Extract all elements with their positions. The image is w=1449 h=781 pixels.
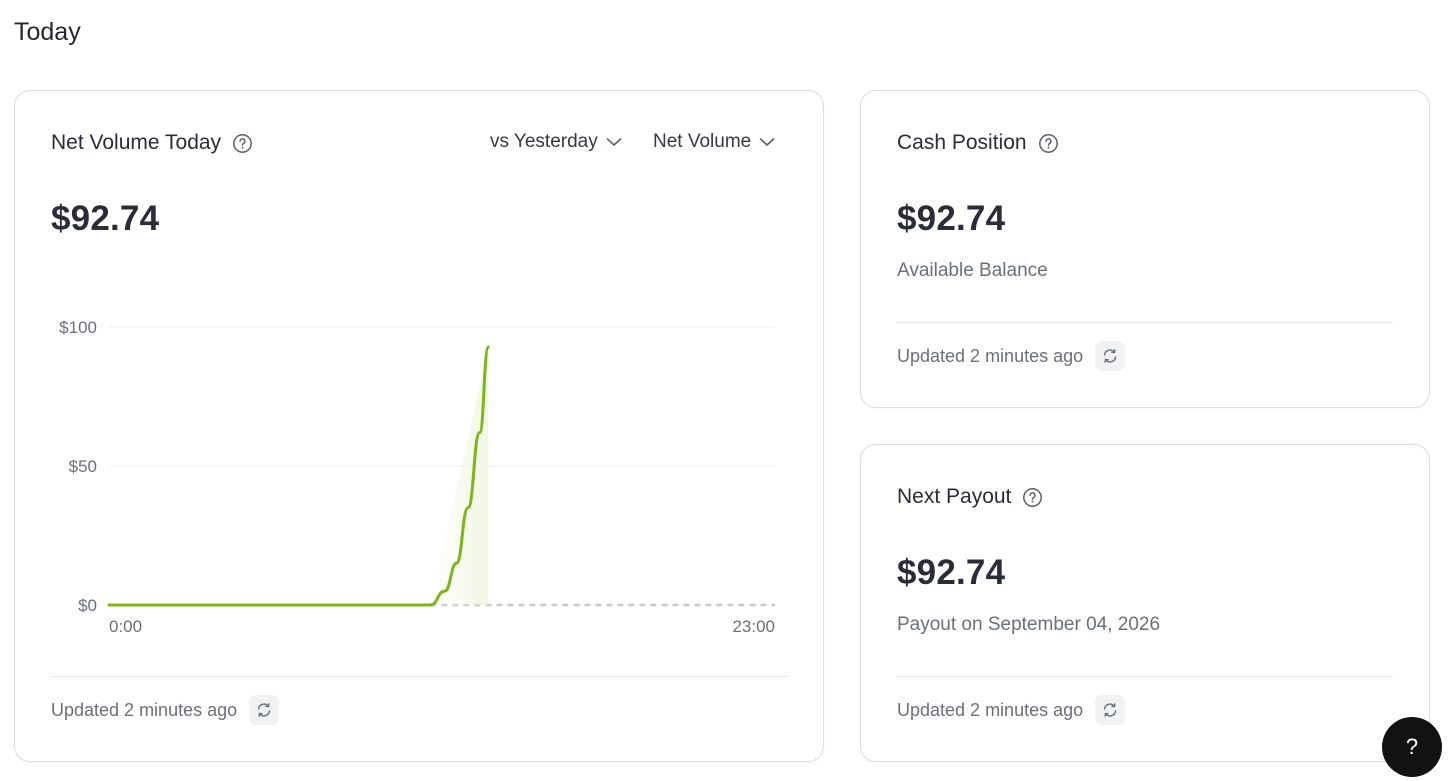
refresh-button[interactable] bbox=[249, 695, 280, 725]
x-tick-label: 0:00 bbox=[109, 617, 142, 636]
metric-dropdown-label: Net Volume bbox=[653, 131, 752, 152]
page-title: Today bbox=[14, 18, 81, 46]
net-volume-title: Net Volume Today bbox=[51, 131, 222, 154]
x-tick-label: 23:00 bbox=[732, 617, 775, 636]
compare-dropdown[interactable]: vs Yesterday bbox=[490, 131, 622, 153]
compare-dropdown-label: vs Yesterday bbox=[490, 131, 598, 152]
cash-position-title-row: Cash Position bbox=[897, 131, 1059, 155]
help-button[interactable]: ? bbox=[1382, 717, 1442, 777]
refresh-icon bbox=[1103, 703, 1117, 717]
cash-position-footer: Updated 2 minutes ago bbox=[897, 341, 1126, 371]
help-circle-icon[interactable] bbox=[1022, 487, 1043, 508]
next-payout-value: $92.74 bbox=[897, 553, 1006, 592]
cash-position-value: $92.74 bbox=[897, 199, 1006, 238]
refresh-button[interactable] bbox=[1095, 341, 1126, 371]
help-circle-icon[interactable] bbox=[1038, 133, 1059, 154]
series-area-today bbox=[430, 347, 489, 605]
net-volume-card: Net Volume Today vs Yesterday Net Volume… bbox=[14, 90, 824, 762]
net-volume-footer: Updated 2 minutes ago bbox=[51, 695, 280, 725]
net-volume-chart-svg: $100 $50 $0 0:00 23:00 bbox=[59, 318, 775, 636]
next-payout-card: Next Payout $92.74 Payout on September 0… bbox=[860, 444, 1430, 762]
net-volume-value: $92.74 bbox=[51, 199, 160, 238]
refresh-icon bbox=[1103, 349, 1117, 363]
cash-position-divider bbox=[897, 322, 1393, 323]
refresh-button[interactable] bbox=[1095, 695, 1126, 725]
next-payout-title-row: Next Payout bbox=[897, 485, 1043, 509]
next-payout-footer: Updated 2 minutes ago bbox=[897, 695, 1126, 725]
updated-text: Updated 2 minutes ago bbox=[897, 699, 1084, 720]
y-tick-label: $0 bbox=[78, 596, 97, 615]
y-tick-label: $50 bbox=[69, 457, 97, 476]
help-circle-icon[interactable] bbox=[232, 133, 253, 154]
payout-date-label: Payout on September 04, 2026 bbox=[897, 614, 1161, 635]
net-volume-title-row: Net Volume Today bbox=[51, 131, 253, 155]
y-tick-label: $100 bbox=[59, 318, 97, 337]
cash-position-card: Cash Position $92.74 Available Balance U… bbox=[860, 90, 1430, 408]
next-payout-divider bbox=[897, 676, 1393, 677]
series-line-today bbox=[107, 345, 490, 607]
net-volume-chart: $100 $50 $0 0:00 23:00 bbox=[45, 291, 795, 651]
updated-text: Updated 2 minutes ago bbox=[51, 699, 238, 720]
metric-dropdown[interactable]: Net Volume bbox=[653, 131, 775, 153]
net-volume-divider bbox=[51, 676, 788, 677]
updated-text: Updated 2 minutes ago bbox=[897, 345, 1084, 366]
available-balance-label: Available Balance bbox=[897, 260, 1048, 281]
chevron-down-icon bbox=[606, 138, 622, 146]
next-payout-title: Next Payout bbox=[897, 485, 1012, 508]
refresh-icon bbox=[257, 703, 271, 717]
cash-position-title: Cash Position bbox=[897, 131, 1027, 154]
chevron-down-icon bbox=[759, 138, 775, 146]
